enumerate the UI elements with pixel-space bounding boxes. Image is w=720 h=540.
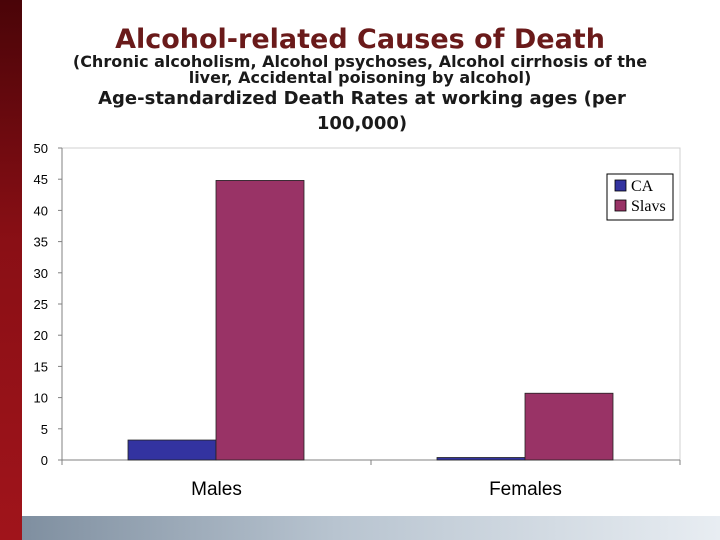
y-tick-label: 5 xyxy=(41,422,48,437)
y-tick-label: 15 xyxy=(34,359,48,374)
legend-swatch xyxy=(614,199,627,212)
y-tick-label: 40 xyxy=(34,203,48,218)
slide-subtitle-causes: (Chronic alcoholism, Alcohol psychoses, … xyxy=(0,54,720,86)
bar-slavs-females xyxy=(524,392,614,461)
legend-swatch xyxy=(614,179,627,192)
y-tick-label: 25 xyxy=(34,297,48,312)
y-tick-label: 45 xyxy=(34,172,48,187)
y-tick-label: 0 xyxy=(41,453,48,468)
legend-label: Slavs xyxy=(631,198,666,215)
x-category-label: Females xyxy=(489,479,562,500)
side-accent-bar xyxy=(0,0,22,540)
bar-ca-males xyxy=(127,439,217,461)
y-tick-label: 35 xyxy=(34,235,48,250)
y-tick-label: 50 xyxy=(34,141,48,156)
x-category-label: Males xyxy=(191,479,242,500)
bar-slavs-males xyxy=(215,180,305,461)
y-tick-label: 20 xyxy=(34,328,48,343)
slide-subtitle-measure: Age-standardized Death Rates at working … xyxy=(98,88,626,134)
slide-title: Alcohol-related Causes of Death xyxy=(115,24,605,55)
y-tick-label: 30 xyxy=(34,266,48,281)
subtitle-line-2: liver, Accidental poisoning by alcohol) xyxy=(188,68,532,87)
legend-label: CA xyxy=(631,178,654,195)
bar-ca-females xyxy=(436,457,526,461)
bottom-gradient-band xyxy=(22,516,720,540)
subtitle-line-1: (Chronic alcoholism, Alcohol psychoses, … xyxy=(72,52,648,71)
y-tick-label: 10 xyxy=(34,391,48,406)
